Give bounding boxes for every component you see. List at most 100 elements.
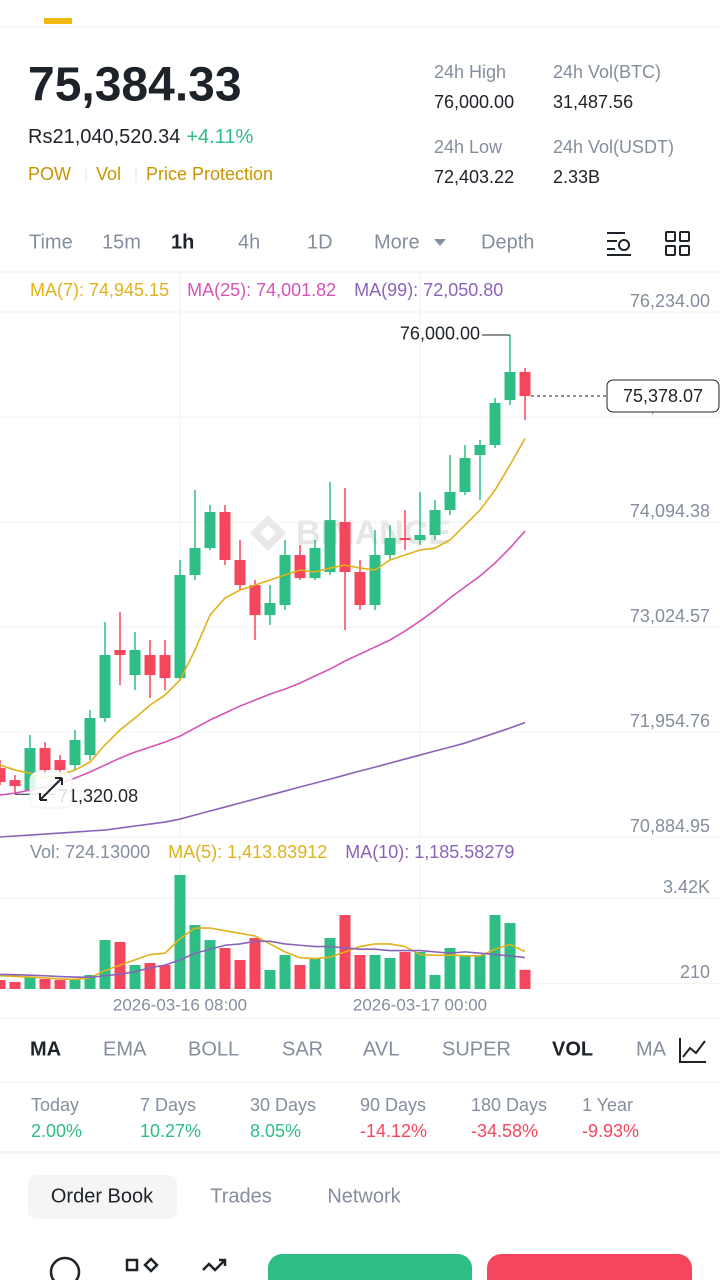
interval-tab[interactable]: More bbox=[374, 231, 420, 253]
section-tab[interactable]: Order Book bbox=[51, 1185, 154, 1207]
volume-bar bbox=[294, 965, 306, 989]
candle-body bbox=[144, 655, 156, 676]
volume-bar bbox=[69, 979, 81, 989]
candle-body bbox=[279, 555, 291, 606]
y-tick-label: 76,234.00 bbox=[630, 291, 710, 311]
volume-bar bbox=[129, 965, 141, 989]
interval-tab[interactable]: 1h bbox=[171, 231, 194, 253]
indicator-row: MA EMA BOLL SAR AVL SUPER VOL MA bbox=[30, 1038, 667, 1060]
indicator-tab[interactable]: MA bbox=[636, 1038, 667, 1060]
candle-body bbox=[159, 655, 171, 679]
change: +4.11% bbox=[186, 126, 253, 148]
section-tab[interactable]: Trades bbox=[210, 1185, 272, 1207]
volume-bar bbox=[174, 875, 186, 989]
volume-bar bbox=[399, 952, 411, 989]
icon[interactable] bbox=[143, 1257, 159, 1273]
tag[interactable]: Vol bbox=[96, 164, 121, 184]
candle-body bbox=[99, 655, 111, 719]
volume-bar bbox=[264, 970, 276, 989]
candle-body bbox=[354, 571, 366, 606]
indicator-tab[interactable]: MA bbox=[30, 1038, 61, 1060]
fiat-line: Rs21,040,520.34 +4.11% bbox=[28, 126, 253, 148]
candle-body bbox=[474, 444, 486, 456]
volume-bar bbox=[459, 955, 471, 989]
last-price: 75,384.33 bbox=[28, 59, 242, 112]
volume-bar bbox=[9, 982, 21, 989]
layout-icon[interactable] bbox=[665, 231, 690, 256]
candle-body bbox=[84, 718, 96, 756]
period-change: 10.27% bbox=[140, 1121, 201, 1141]
period-label: Today bbox=[31, 1095, 79, 1115]
watermark: BINANCE bbox=[296, 514, 451, 552]
indicator-tab[interactable]: BOLL bbox=[188, 1038, 239, 1060]
interval-tab[interactable]: 4h bbox=[238, 231, 260, 253]
volume-bar bbox=[24, 977, 36, 989]
candle-body bbox=[54, 760, 66, 771]
period-change: -9.93% bbox=[582, 1121, 639, 1141]
volume-bar bbox=[39, 979, 51, 989]
icon[interactable] bbox=[125, 1258, 139, 1272]
sell-button[interactable] bbox=[487, 1254, 692, 1280]
volume-bar bbox=[414, 952, 426, 989]
candle-body bbox=[459, 458, 471, 493]
indicator-tab[interactable]: EMA bbox=[103, 1038, 147, 1060]
candle-body bbox=[504, 371, 516, 401]
period-label: 90 Days bbox=[360, 1095, 426, 1115]
indicator-tab[interactable]: SUPER bbox=[442, 1038, 511, 1060]
volume-bar bbox=[234, 960, 246, 989]
stat-value: 72,403.22 bbox=[434, 167, 514, 187]
section-tab[interactable]: Network bbox=[327, 1185, 401, 1207]
candle-body bbox=[39, 748, 51, 771]
vol-ma-line bbox=[0, 940, 526, 979]
candle-body bbox=[264, 603, 276, 616]
volume-bar bbox=[324, 938, 336, 989]
stat-value: 31,487.56 bbox=[553, 92, 633, 112]
y-tick-label: 71,954.76 bbox=[630, 711, 710, 731]
volume-bar bbox=[54, 980, 66, 989]
volume-bar bbox=[369, 955, 381, 989]
buy-button[interactable] bbox=[268, 1254, 472, 1280]
volume-bar bbox=[99, 940, 111, 989]
volume-bar bbox=[474, 955, 486, 989]
low-label: 71,320.08 bbox=[58, 786, 138, 806]
stat-label: 24h Low bbox=[434, 137, 503, 157]
candle-body bbox=[429, 510, 441, 535]
icon[interactable] bbox=[202, 1258, 227, 1272]
candle-body bbox=[294, 555, 306, 579]
candle-body bbox=[414, 534, 426, 540]
ma-line bbox=[0, 530, 526, 796]
volume-bar bbox=[249, 938, 261, 989]
tag[interactable]: POW bbox=[28, 164, 71, 184]
vol-legend: Vol: 724.13000 bbox=[30, 842, 150, 862]
interval-tab[interactable]: 1D bbox=[307, 231, 333, 253]
tag[interactable]: Price Protection bbox=[146, 164, 273, 184]
candle-body bbox=[24, 748, 36, 791]
period-change: 2.00% bbox=[31, 1121, 82, 1141]
last-price-label: 75,378.07 bbox=[623, 386, 703, 406]
stat-value: 76,000.00 bbox=[434, 92, 514, 112]
indicator-tab[interactable]: VOL bbox=[552, 1038, 593, 1060]
bottom-bar bbox=[49, 1254, 692, 1280]
tab-indicator bbox=[44, 18, 72, 24]
candle-body bbox=[114, 650, 126, 656]
volume-bar bbox=[189, 925, 201, 989]
interval-tab[interactable]: Time bbox=[29, 231, 73, 253]
last-price-tag bbox=[606, 379, 720, 413]
ma-legend: MA(7): 74,945.15 bbox=[30, 280, 169, 300]
candle-body bbox=[219, 512, 231, 561]
candle-body bbox=[174, 575, 186, 679]
indicator-icon[interactable] bbox=[679, 1038, 706, 1063]
candle-body bbox=[204, 512, 216, 549]
interval-tab[interactable]: Depth bbox=[481, 231, 534, 253]
indicator-tab[interactable]: SAR bbox=[282, 1038, 323, 1060]
stat-value: 2.33B bbox=[553, 167, 600, 187]
interval-tab[interactable]: 15m bbox=[102, 231, 141, 253]
icon[interactable] bbox=[49, 1256, 81, 1280]
volume-bar bbox=[384, 958, 396, 989]
vol-ma-line bbox=[0, 927, 526, 981]
indicator-tab[interactable]: AVL bbox=[363, 1038, 399, 1060]
volume-bar bbox=[354, 955, 366, 989]
settings-icon[interactable] bbox=[607, 232, 631, 256]
candle-body bbox=[519, 371, 531, 397]
ma-legend: MA(25): 74,001.82 bbox=[187, 280, 336, 300]
